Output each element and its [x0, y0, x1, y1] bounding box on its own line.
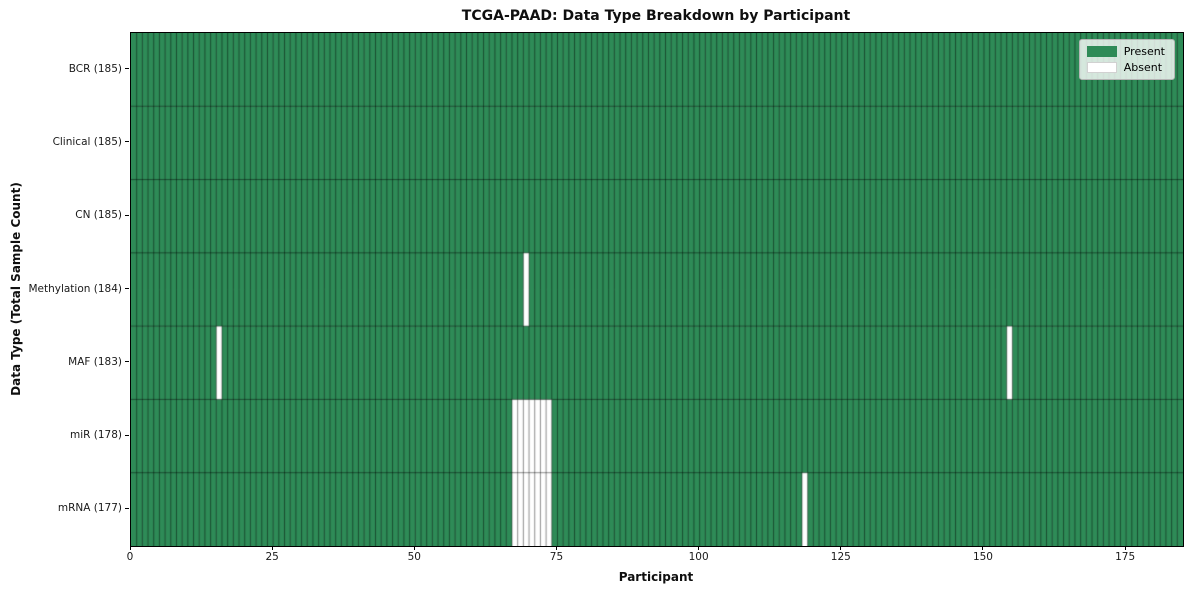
x-tick-label: 150 [972, 551, 993, 563]
heatmap-plot-area: Present Absent [130, 32, 1184, 547]
y-tick-mark [125, 68, 129, 70]
x-tick-label: 25 [265, 551, 279, 563]
x-tick-mark [271, 546, 273, 550]
y-tick-mark [125, 288, 129, 289]
x-tick-label: 0 [126, 551, 134, 563]
legend-label: Absent [1123, 61, 1163, 74]
x-tick-mark [698, 546, 700, 550]
x-tick-label: 50 [407, 551, 421, 563]
x-tick-label: 175 [1115, 551, 1136, 563]
x-tick-label: 125 [830, 551, 851, 563]
legend-swatch-present [1086, 46, 1117, 57]
y-tick-label: mRNA (177) [57, 502, 122, 515]
x-tick-mark [1124, 546, 1126, 550]
x-tick-mark [982, 546, 984, 550]
y-tick-label: BCR (185) [68, 62, 122, 75]
x-tick-mark [129, 546, 131, 550]
x-tick-label: 75 [549, 551, 564, 563]
y-tick-mark [125, 434, 129, 436]
y-tick-label: MAF (183) [68, 355, 122, 368]
legend-label: Present [1123, 45, 1165, 58]
y-tick-label: Clinical (185) [52, 135, 122, 148]
y-tick-mark [125, 507, 129, 509]
y-tick-mark [125, 361, 129, 363]
legend-swatch-absent [1086, 62, 1117, 73]
heatmap-cells [131, 33, 1183, 546]
legend: Present Absent [1078, 39, 1175, 80]
x-tick-mark [555, 546, 557, 550]
y-tick-mark [125, 214, 129, 216]
x-tick-mark [840, 546, 842, 550]
y-tick-label: miR (178) [69, 429, 122, 442]
legend-item-present: Present [1086, 45, 1165, 58]
y-tick-label: Methylation (184) [28, 282, 122, 295]
x-tick-label: 100 [688, 551, 709, 563]
y-tick-mark [125, 141, 129, 143]
legend-item-absent: Absent [1086, 61, 1165, 74]
x-axis-label: Participant [618, 570, 694, 584]
chart-title: TCGA-PAAD: Data Type Breakdown by Partic… [461, 8, 851, 24]
x-tick-mark [413, 546, 415, 550]
y-tick-label: CN (185) [75, 209, 122, 222]
